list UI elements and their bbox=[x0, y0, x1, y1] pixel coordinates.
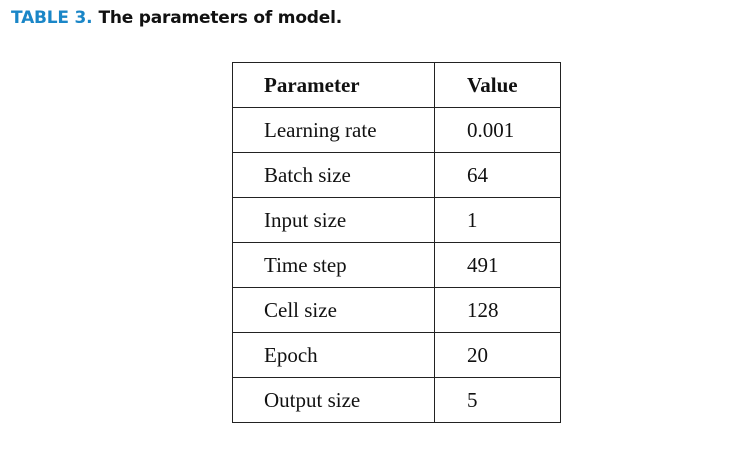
value-cell: 64 bbox=[434, 152, 561, 198]
value-cell: 1 bbox=[434, 197, 561, 243]
value-cell: 0.001 bbox=[434, 107, 561, 153]
parameter-cell: Learning rate bbox=[232, 107, 435, 153]
parameter-cell: Time step bbox=[232, 242, 435, 288]
column-header-value: Value bbox=[434, 62, 561, 108]
parameter-cell: Batch size bbox=[232, 152, 435, 198]
table-row: Output size 5 bbox=[232, 377, 561, 423]
table-header-row: Parameter Value bbox=[232, 62, 561, 108]
table-number-label: TABLE 3. bbox=[11, 8, 93, 28]
table-row: Cell size 128 bbox=[232, 287, 561, 333]
table-title: The parameters of model. bbox=[98, 8, 342, 28]
table-row: Epoch 20 bbox=[232, 332, 561, 378]
value-cell: 491 bbox=[434, 242, 561, 288]
table-row: Batch size 64 bbox=[232, 152, 561, 198]
table-row: Input size 1 bbox=[232, 197, 561, 243]
value-cell: 128 bbox=[434, 287, 561, 333]
parameter-cell: Cell size bbox=[232, 287, 435, 333]
parameter-cell: Epoch bbox=[232, 332, 435, 378]
value-cell: 20 bbox=[434, 332, 561, 378]
parameter-cell: Input size bbox=[232, 197, 435, 243]
column-header-parameter: Parameter bbox=[232, 62, 435, 108]
table-row: Time step 491 bbox=[232, 242, 561, 288]
parameters-table: Parameter Value Learning rate 0.001 Batc… bbox=[232, 62, 561, 423]
value-cell: 5 bbox=[434, 377, 561, 423]
parameter-cell: Output size bbox=[232, 377, 435, 423]
table-row: Learning rate 0.001 bbox=[232, 107, 561, 153]
table-caption: TABLE 3. The parameters of model. bbox=[11, 6, 342, 30]
